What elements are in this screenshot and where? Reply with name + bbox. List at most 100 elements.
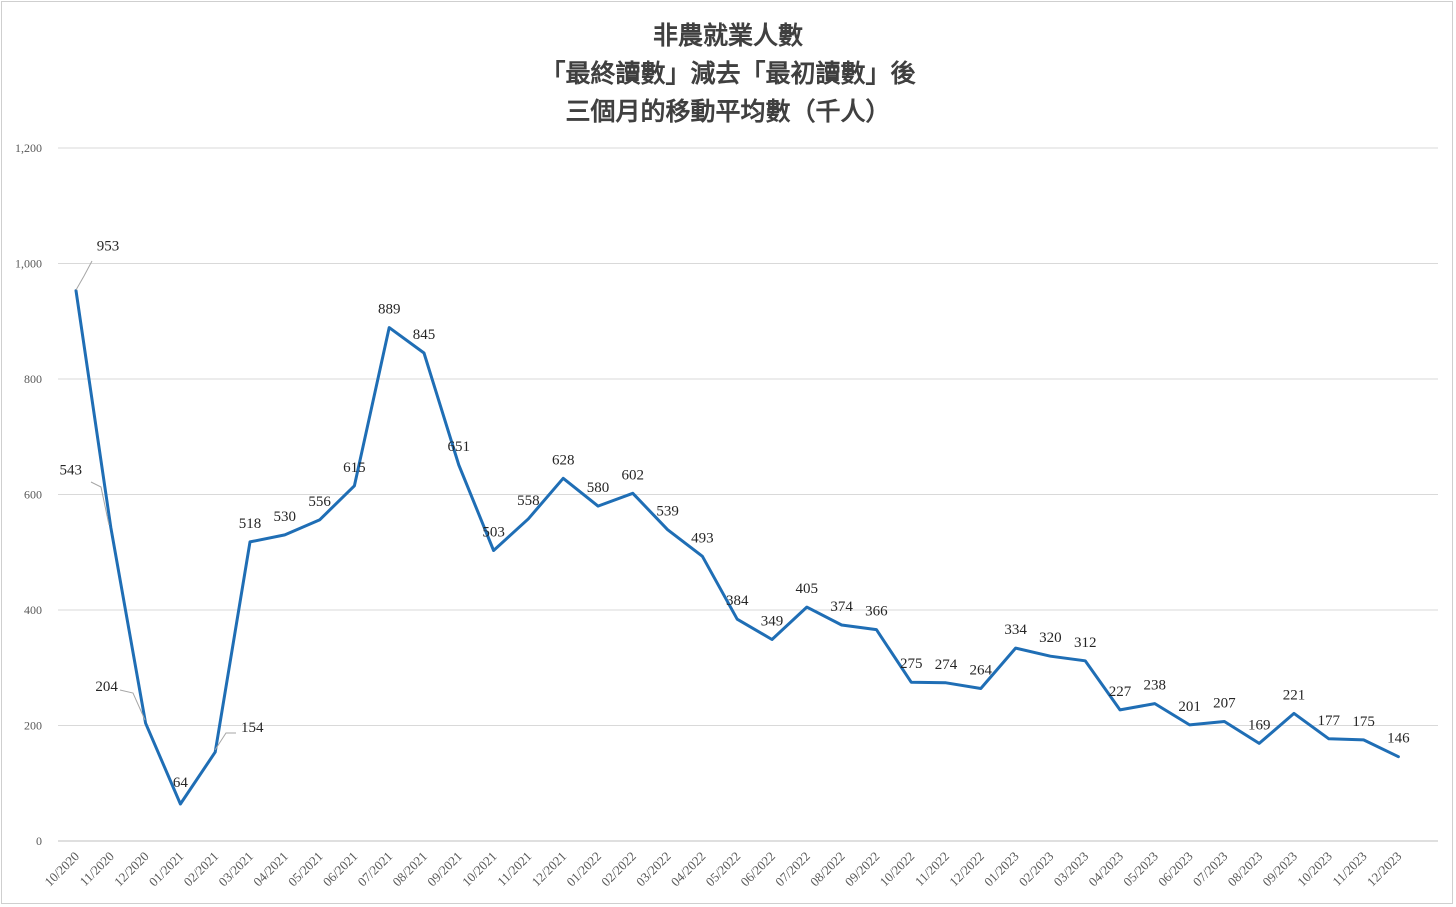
data-label: 530 (274, 509, 297, 525)
data-label: 384 (726, 593, 749, 609)
data-label-leader (119, 689, 146, 721)
data-label: 503 (482, 525, 505, 541)
x-tick-label: 12/2022 (946, 849, 987, 890)
data-label: 275 (900, 656, 923, 672)
data-label: 556 (308, 494, 331, 510)
y-tick-label: 1,000 (15, 257, 42, 271)
data-label: 169 (1248, 717, 1271, 733)
data-label: 405 (796, 581, 819, 597)
data-label: 334 (1004, 622, 1027, 638)
x-tick-label: 12/2023 (1364, 849, 1405, 890)
x-tick-label: 09/2023 (1259, 849, 1300, 890)
x-tick-label: 01/2022 (563, 849, 604, 890)
x-tick-label: 03/2021 (215, 849, 256, 890)
x-tick-label: 10/2023 (1294, 849, 1335, 890)
y-tick-label: 200 (24, 719, 42, 733)
x-tick-label: 09/2022 (842, 849, 883, 890)
y-tick-label: 800 (24, 372, 42, 386)
x-tick-label: 05/2023 (1120, 849, 1161, 890)
data-label-leader (75, 260, 93, 291)
x-tick-label: 08/2021 (389, 849, 430, 890)
x-tick-label: 12/2021 (529, 849, 570, 890)
x-tick-label: 05/2021 (285, 849, 326, 890)
x-tick-label: 04/2021 (250, 849, 291, 890)
data-label: 221 (1283, 687, 1306, 703)
x-tick-label: 06/2023 (1155, 849, 1196, 890)
x-tick-label: 08/2022 (807, 849, 848, 890)
y-tick-label: 1,200 (15, 141, 42, 155)
data-label: 628 (552, 452, 575, 468)
data-label: 558 (517, 493, 540, 509)
x-tick-label: 10/2022 (877, 849, 918, 890)
x-tick-label: 08/2023 (1225, 849, 1266, 890)
data-label: 274 (935, 657, 958, 673)
x-tick-label: 01/2021 (146, 849, 187, 890)
data-label: 493 (691, 530, 714, 546)
y-tick-label: 600 (24, 488, 42, 502)
x-tick-label: 10/2021 (459, 849, 500, 890)
series-line-group (74, 289, 1400, 806)
x-tick-label: 06/2021 (320, 849, 361, 890)
x-tick-label: 03/2022 (633, 849, 674, 890)
data-label: 539 (656, 504, 679, 520)
x-tick-label: 12/2020 (111, 849, 152, 890)
data-label: 374 (830, 599, 853, 615)
data-label: 312 (1074, 635, 1097, 651)
x-tick-label: 11/2022 (912, 849, 952, 889)
data-label: 207 (1213, 696, 1236, 712)
y-axis-tick-labels: 0 200 400 600 800 1,000 1,200 (15, 141, 42, 848)
x-tick-label: 09/2021 (424, 849, 465, 890)
x-axis-tick-labels: 10/202011/202012/202001/202102/202103/20… (41, 849, 1404, 890)
data-label: 64 (173, 775, 189, 791)
chart-title: 非農就業人數 「最終讀數」減去「最初讀數」後 三個月的移動平均數（千人） (540, 21, 916, 126)
gridlines (58, 147, 1438, 842)
data-label-leader (214, 732, 236, 751)
data-label: 320 (1039, 630, 1062, 646)
series-line (74, 289, 1400, 806)
data-label: 227 (1109, 684, 1132, 700)
data-label: 580 (587, 480, 610, 496)
data-label: 615 (343, 460, 366, 476)
data-label: 953 (97, 239, 120, 255)
data-label: 366 (865, 604, 888, 620)
x-tick-label: 07/2023 (1190, 849, 1231, 890)
chart-title-line-3: 三個月的移動平均數（千人） (565, 97, 890, 126)
chart-title-line-1: 非農就業人數 (653, 21, 803, 50)
data-label: 651 (448, 439, 471, 455)
y-tick-label: 400 (24, 603, 42, 617)
chart-title-line-2: 「最終讀數」減去「最初讀數」後 (540, 59, 916, 88)
data-label: 543 (60, 462, 83, 478)
data-label: 845 (413, 327, 436, 343)
data-label: 602 (622, 467, 645, 483)
x-tick-label: 11/2023 (1329, 849, 1369, 889)
data-label: 201 (1178, 699, 1201, 715)
data-label: 146 (1387, 731, 1410, 747)
data-label: 349 (761, 614, 784, 630)
x-tick-label: 04/2022 (668, 849, 709, 890)
x-tick-label: 01/2023 (981, 849, 1022, 890)
x-tick-label: 07/2021 (355, 849, 396, 890)
x-tick-label: 02/2021 (181, 849, 222, 890)
data-label: 238 (1144, 678, 1167, 694)
x-tick-label: 03/2023 (1051, 849, 1092, 890)
data-label: 518 (239, 516, 262, 532)
data-label-leader (90, 481, 110, 526)
data-label: 154 (241, 720, 264, 736)
data-label-leaders (75, 260, 236, 751)
x-tick-label: 11/2021 (494, 849, 534, 889)
x-tick-label: 07/2022 (772, 849, 813, 890)
data-label: 204 (95, 679, 118, 695)
x-tick-label: 02/2022 (598, 849, 639, 890)
x-tick-label: 10/2020 (41, 849, 82, 890)
data-label: 889 (378, 302, 401, 318)
data-label: 175 (1352, 714, 1375, 730)
x-tick-label: 11/2020 (77, 849, 117, 889)
x-tick-label: 05/2022 (703, 849, 744, 890)
data-labels: 953 543 204 64 154 518 530 556 615 889 845 651 503 55… (60, 239, 1411, 791)
y-tick-label: 0 (36, 834, 42, 848)
data-label: 177 (1318, 713, 1341, 729)
x-tick-label: 04/2023 (1085, 849, 1126, 890)
data-label: 264 (970, 663, 993, 679)
